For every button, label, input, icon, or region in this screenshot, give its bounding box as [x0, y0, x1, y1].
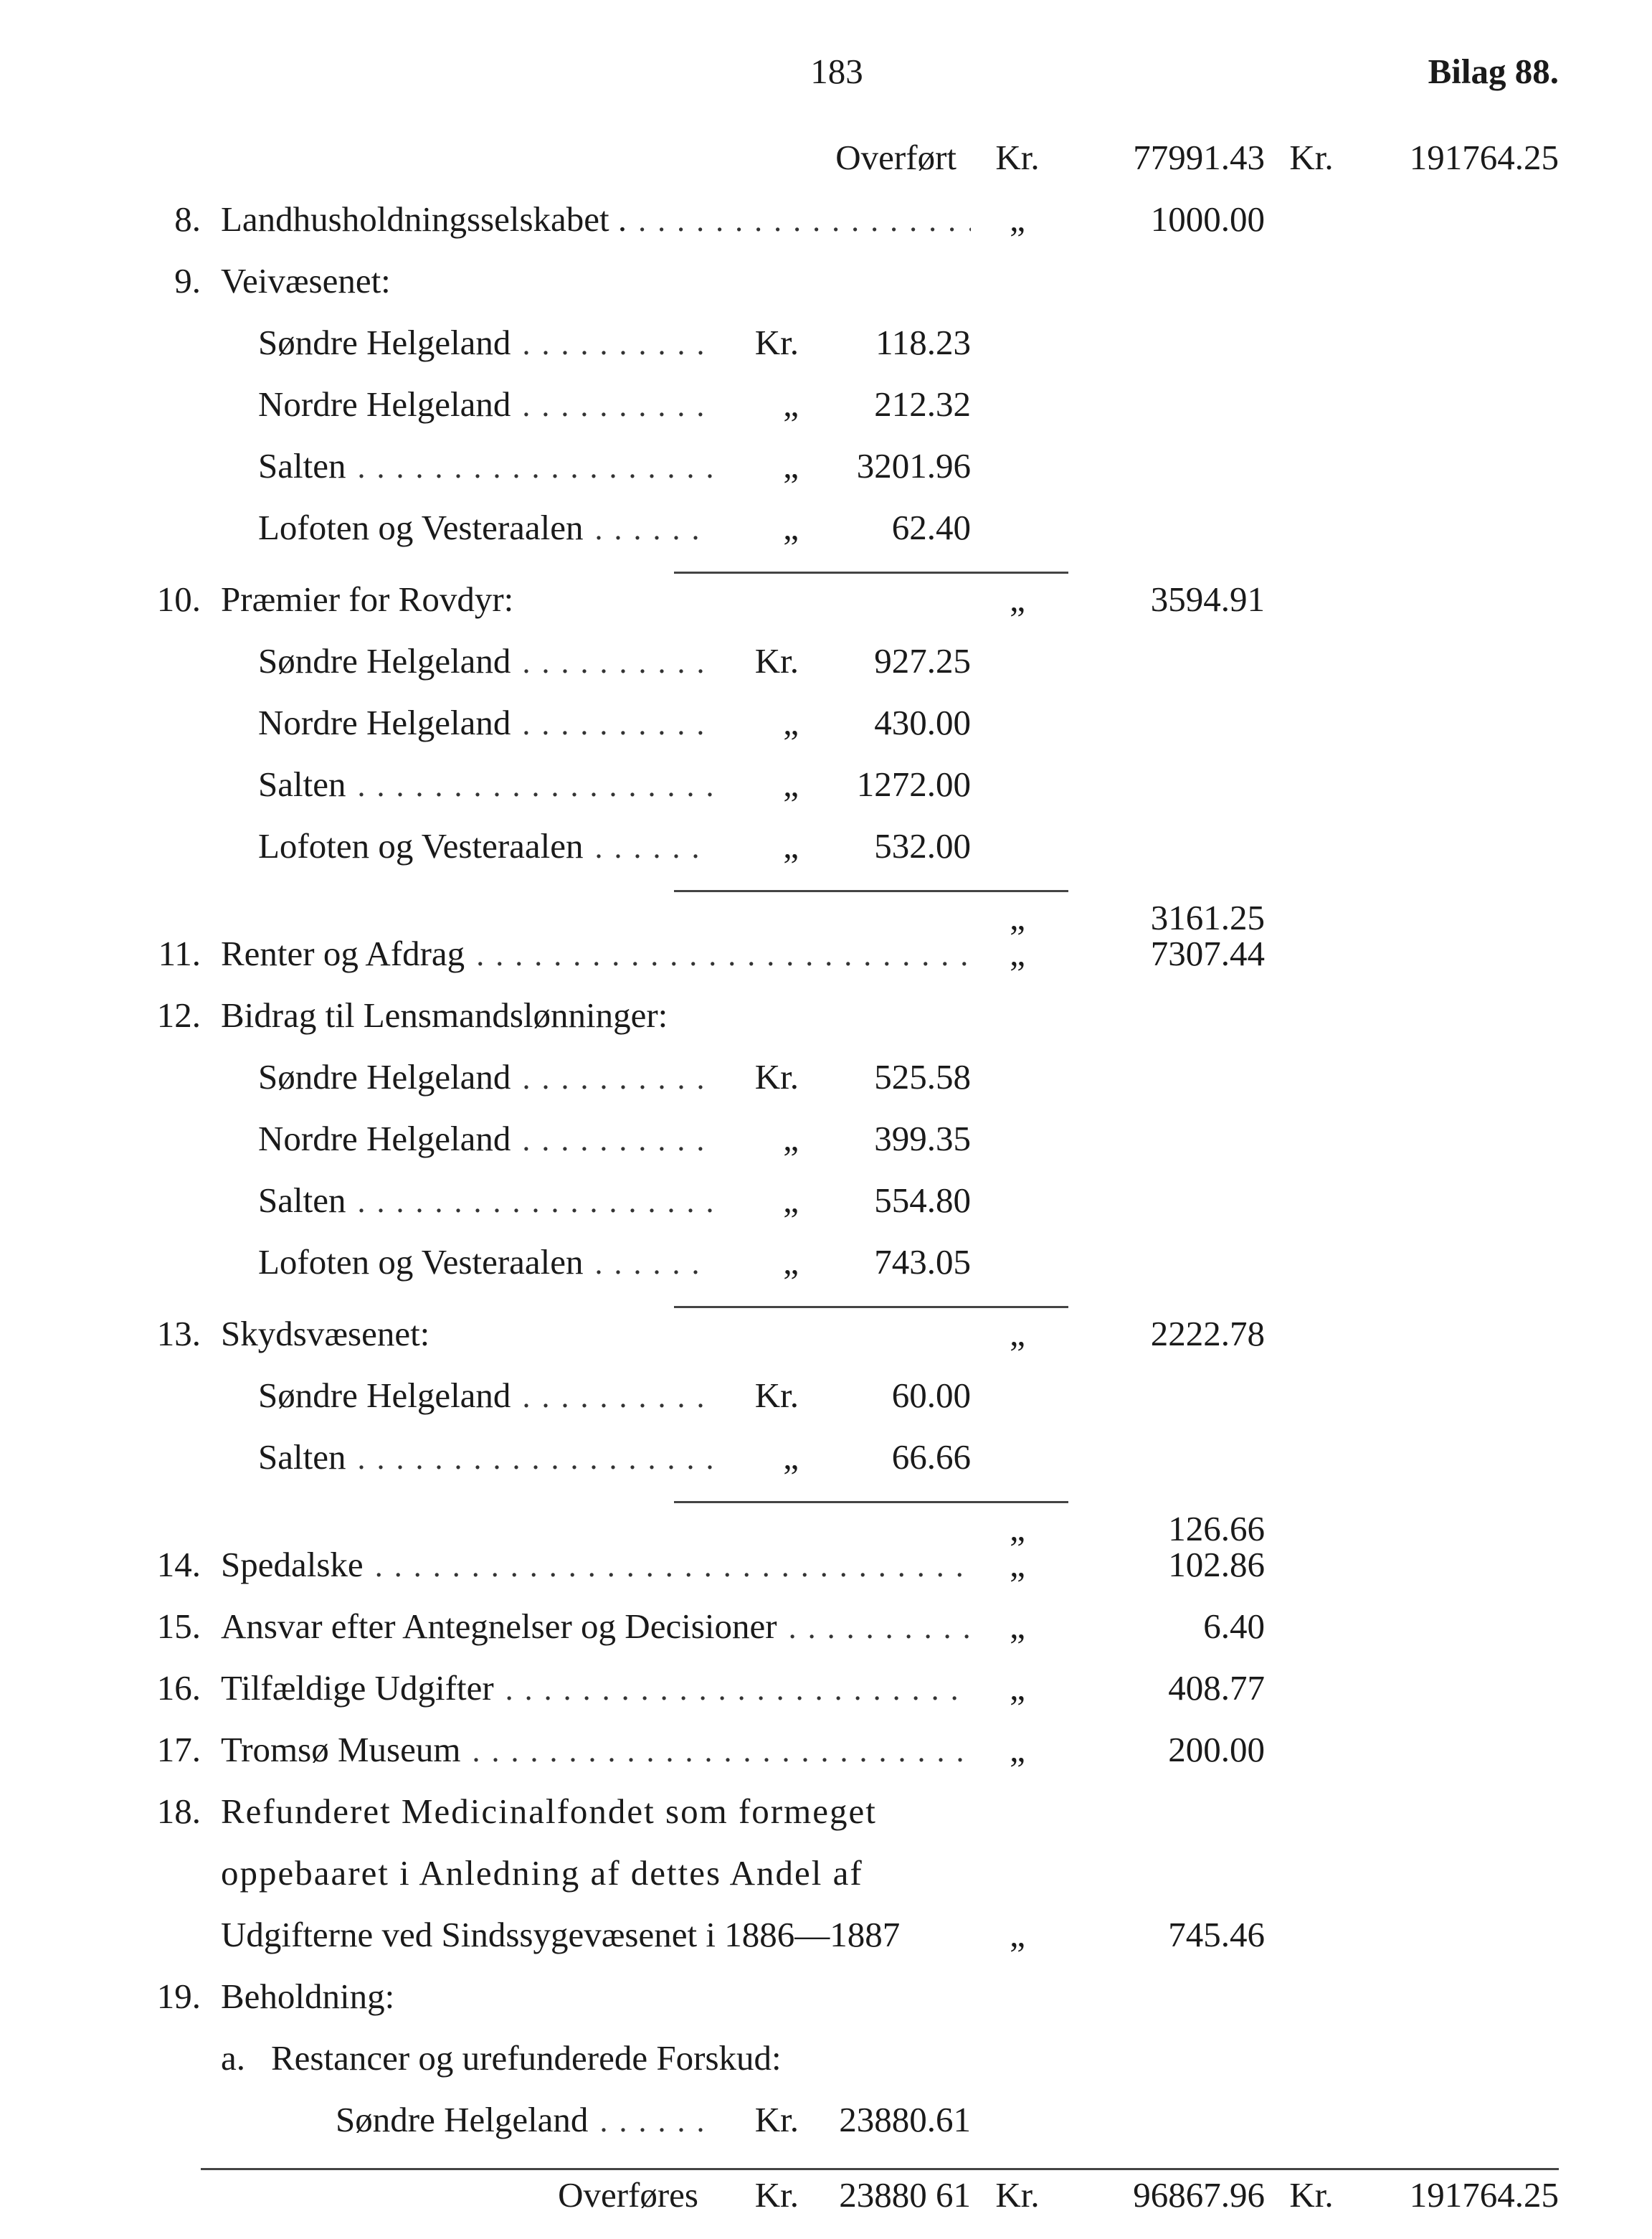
dot-leader: ........................................…: [627, 205, 971, 237]
line-item: 15. Ansvar efter Antegnelser og Decision…: [115, 1609, 1559, 1670]
sub-item: Nordre Helgeland .......................…: [115, 387, 1559, 448]
line-item: 9. Veivæsenet:: [115, 263, 1559, 325]
line-item: 8. Landhusholdningsselskabet . .........…: [115, 202, 1559, 263]
sub-item: Lofoten og Vesteraalen .................…: [115, 510, 1559, 572]
item-label: Veivæsenet:: [221, 263, 391, 298]
page-number: 183: [810, 54, 863, 89]
sub-item: Søndre Helgeland .......................…: [115, 643, 1559, 705]
line-item: 16. Tilfældige Udgifter ................…: [115, 1670, 1559, 1732]
sub-item: Lofoten og Vesteraalen .................…: [115, 1244, 1559, 1306]
item-label: Landhusholdningsselskabet .: [221, 202, 627, 237]
amount: 77991.43: [1064, 140, 1265, 175]
subtotal-row: „ 126.66: [115, 1511, 1559, 1547]
amount: 1000.00: [1064, 202, 1265, 237]
line-item: 14. Spedalske ..........................…: [115, 1547, 1559, 1609]
carried-over-row: Overføres Kr. 23880 61 Kr. 96867.96 Kr. …: [115, 2177, 1559, 2239]
currency-label: Kr.: [713, 325, 799, 360]
currency-label: Kr.: [971, 140, 1064, 175]
sub-item: Søndre Helgeland .......................…: [115, 1059, 1559, 1121]
line-item: 13. Skydsvæsenet: „ 2222.78: [115, 1316, 1559, 1378]
line-item: 18. Refunderet Medicinalfondet som forme…: [115, 1794, 1559, 1855]
subtotal-rule: [115, 1501, 1559, 1511]
currency-label: Kr.: [1265, 140, 1358, 175]
overfores-label: Overføres: [115, 2177, 713, 2212]
sub-label: Søndre Helgeland: [221, 325, 511, 360]
sub-item: Salten .................................…: [115, 1439, 1559, 1501]
sub-item: a.Restancer og urefunderede Forskud:: [115, 2040, 1559, 2102]
item-number: 8.: [115, 202, 221, 237]
sub-item: Nordre Helgeland .......................…: [115, 1121, 1559, 1183]
item-number: 9.: [115, 263, 221, 298]
subtotal-row: „ 3161.25: [115, 900, 1559, 936]
amount: 118.23: [799, 325, 971, 360]
line-item: 17. Tromsø Museum ......................…: [115, 1732, 1559, 1794]
amount: 191764.25: [1358, 140, 1559, 175]
bilag-label: Bilag 88.: [1428, 54, 1559, 89]
carried-forward-row: Overført Kr. 77991.43 Kr. 191764.25: [115, 140, 1559, 202]
sub-item: Nordre Helgeland .......................…: [115, 705, 1559, 767]
sub-item: Salten .................................…: [115, 448, 1559, 510]
sub-item: Salten .................................…: [115, 1183, 1559, 1244]
sub-item: Salten .................................…: [115, 767, 1559, 828]
line-item: 10. Præmier for Rovdyr: „ 3594.91: [115, 582, 1559, 643]
line-item: 12. Bidrag til Lensmandslønninger:: [115, 998, 1559, 1059]
sub-item: Lofoten og Vesteraalen .................…: [115, 828, 1559, 890]
ledger-content: Overført Kr. 77991.43 Kr. 191764.25 8. L…: [115, 140, 1559, 2239]
line-item-continuation: oppebaaret i Anledning af dettes Andel a…: [115, 1855, 1559, 1917]
line-item: 19. Beholdning:: [115, 1979, 1559, 2040]
sub-item: Søndre Helgeland .......................…: [115, 1378, 1559, 1439]
sub-item: Søndre Helgeland .......................…: [115, 2102, 1559, 2164]
subtotal: 3594.91: [1064, 582, 1265, 617]
line-item: 11. Renter og Afdrag ...................…: [115, 936, 1559, 998]
ditto-mark: „: [971, 202, 1064, 237]
overfort-label: Overført: [221, 140, 971, 175]
line-item-continuation: Udgifterne ved Sindssygevæsenet i 1886—1…: [115, 1917, 1559, 1979]
subtotal-rule: [115, 890, 1559, 900]
sub-item: Søndre Helgeland .......................…: [115, 325, 1559, 387]
